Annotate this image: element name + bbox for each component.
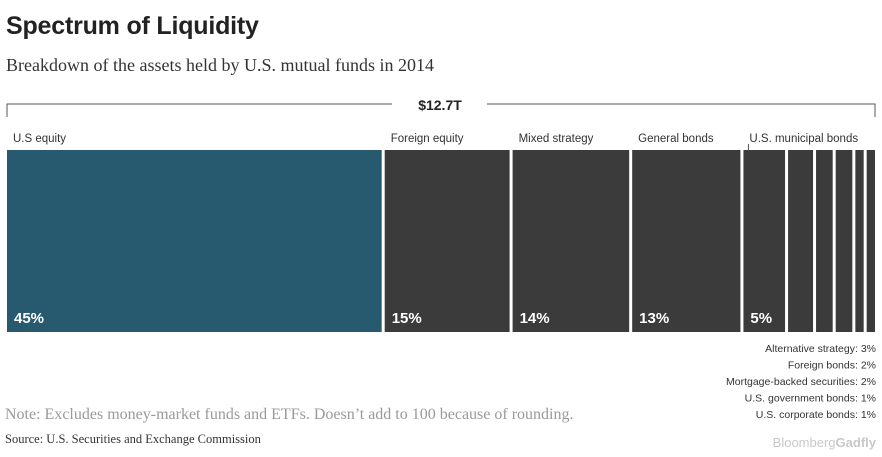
bracket-right — [487, 103, 876, 117]
small-label-1: Foreign bonds: 2% — [788, 360, 876, 372]
bar-u-s-equity — [7, 150, 382, 332]
category-label-u-s-municipal-bonds: U.S. municipal bonds — [749, 133, 858, 145]
bar-mortgage-backed-securities — [835, 150, 853, 332]
chart-title: Spectrum of Liquidity — [6, 12, 259, 40]
value-label-foreign-equity: 15% — [392, 310, 422, 327]
category-label-mixed-strategy: Mixed strategy — [519, 133, 594, 145]
chart-subtitle: Breakdown of the assets held by U.S. mut… — [6, 55, 434, 75]
small-label-4: U.S. corporate bonds: 1% — [756, 409, 876, 421]
total-label: $12.7T — [418, 97, 462, 113]
bar-u-s-corporate-bonds — [866, 150, 875, 332]
brand-part-1: Bloomberg — [772, 435, 836, 450]
bar-alternative-strategy — [788, 150, 814, 332]
label-group: 45% U.S equity 15% Foreign equity 14% Mixed s… — [13, 133, 858, 327]
small-label-2: Mortgage-backed securities: 2% — [726, 376, 876, 388]
bar-mixed-strategy — [512, 150, 630, 332]
value-label-u-s-municipal-bonds: 5% — [750, 310, 772, 327]
bar-general-bonds — [632, 150, 741, 332]
value-label-general-bonds: 13% — [639, 310, 669, 327]
small-label-3: U.S. government bonds: 1% — [745, 393, 876, 405]
total-bracket: $12.7T — [6, 97, 876, 117]
category-label-general-bonds: General bonds — [638, 133, 714, 145]
bracket-left — [6, 103, 392, 117]
chart-note: Note: Excludes money-market funds and ET… — [5, 406, 574, 423]
brand-part-2: Gadfly — [835, 435, 876, 450]
category-label-foreign-equity: Foreign equity — [391, 133, 464, 145]
bar-u-s-government-bonds — [855, 150, 864, 332]
value-label-mixed-strategy: 14% — [520, 310, 550, 327]
brand-logo: BloombergGadfly — [773, 435, 876, 450]
small-label-0: Alternative strategy: 3% — [765, 343, 876, 355]
bar-foreign-equity — [384, 150, 510, 332]
bar-foreign-bonds — [816, 150, 833, 332]
bar-u-s-municipal-bonds — [743, 150, 786, 332]
category-label-u-s-equity: U.S equity — [13, 133, 66, 145]
bar-group — [7, 150, 875, 332]
chart-source: Source: U.S. Securities and Exchange Com… — [5, 432, 261, 446]
small-label-group: Alternative strategy: 3% Foreign bonds: 2… — [726, 343, 876, 421]
value-label-u-s-equity: 45% — [14, 310, 44, 327]
